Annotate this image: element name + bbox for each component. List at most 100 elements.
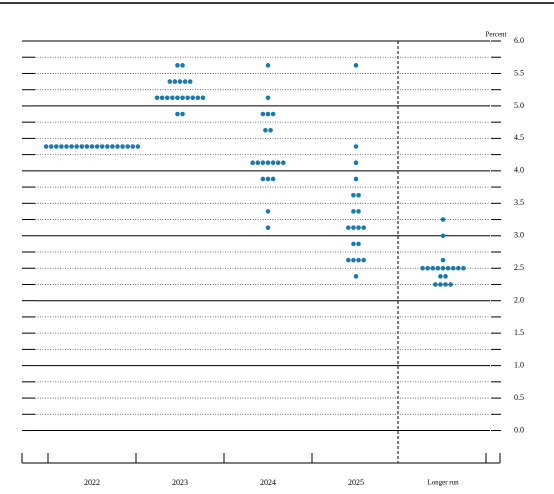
dot [346,257,351,263]
dot [361,225,366,230]
dot [135,144,141,149]
dot [420,265,425,271]
dot [175,95,180,101]
dot [440,233,446,239]
y-tick-label: 4.5 [514,133,524,142]
y-tick-label: 4.0 [514,166,524,175]
y-tick-label: 6.0 [514,36,524,45]
dot [450,265,456,271]
dot [361,257,366,263]
dot [443,282,448,287]
y-tick-label: 3.5 [514,198,524,207]
dot [130,144,136,149]
y-tick-label: 2.5 [514,263,524,272]
dot [353,176,359,182]
dot [281,160,286,166]
dot [115,144,120,149]
y-tick-label: 5.5 [514,68,524,77]
dot [265,209,271,214]
dot [438,282,443,287]
dot [356,192,361,198]
y-tick-label: 2.0 [514,296,524,305]
dot [180,63,185,68]
dot [438,274,443,279]
dot [175,63,180,68]
y-tick-label: 0.0 [514,425,524,434]
dot [187,79,193,84]
dot [275,160,281,166]
y-tick-label: 1.5 [514,328,524,337]
dot [268,127,273,133]
y-axis-label: Percent [486,31,507,39]
y-tick-label: 3.0 [514,231,524,240]
dot [440,265,446,271]
dot [425,265,431,271]
dot [351,257,356,263]
dot [190,95,196,101]
dot [89,144,95,149]
dot [182,79,188,84]
dot [84,144,90,149]
x-tick-label: 2025 [348,478,364,487]
dot [175,111,180,117]
dot [448,282,453,287]
dot [353,274,359,279]
dot [177,79,183,84]
dot [164,95,170,101]
dot [260,160,266,166]
dot [172,79,178,84]
dot [180,95,185,101]
dot [445,265,451,271]
dot [353,144,359,149]
dot [443,274,448,279]
dot [351,209,356,214]
y-tick-label: 0.5 [514,393,524,402]
y-tick-label: 5.0 [514,101,524,110]
dot [461,265,466,271]
dot [433,282,438,287]
dot [346,225,351,230]
dot [356,257,361,263]
dot [265,160,271,166]
x-tick-label: 2024 [260,478,276,487]
dot [250,160,255,166]
dot [435,265,441,271]
dot [74,144,79,149]
x-tick-label: 2023 [172,478,188,487]
dot [265,63,271,68]
dot [255,160,261,166]
y-tick-label: 1.0 [514,360,524,369]
dot [69,144,74,149]
dot [48,144,54,149]
dot [270,111,276,117]
dot [200,95,206,101]
dot [105,144,110,149]
x-tick-label: Longer run [427,479,459,487]
dot [54,144,59,149]
dot [170,95,175,101]
dot [351,192,356,198]
dot [125,144,130,149]
dot [265,176,271,182]
dot [353,63,359,68]
x-tick-label: 2022 [84,478,100,487]
dot [270,160,276,166]
dot [351,241,356,247]
dot [440,257,446,263]
dot [260,176,266,182]
dot [356,241,361,247]
dot [265,95,271,101]
dot [260,111,266,117]
dot [159,95,165,101]
dot [356,225,361,230]
dot [356,209,361,214]
dot [351,225,356,230]
dot [110,144,115,149]
dot [265,225,271,230]
dot [195,95,201,101]
dot [99,144,105,149]
dot [180,111,185,117]
dot [265,111,271,117]
dot [79,144,85,149]
